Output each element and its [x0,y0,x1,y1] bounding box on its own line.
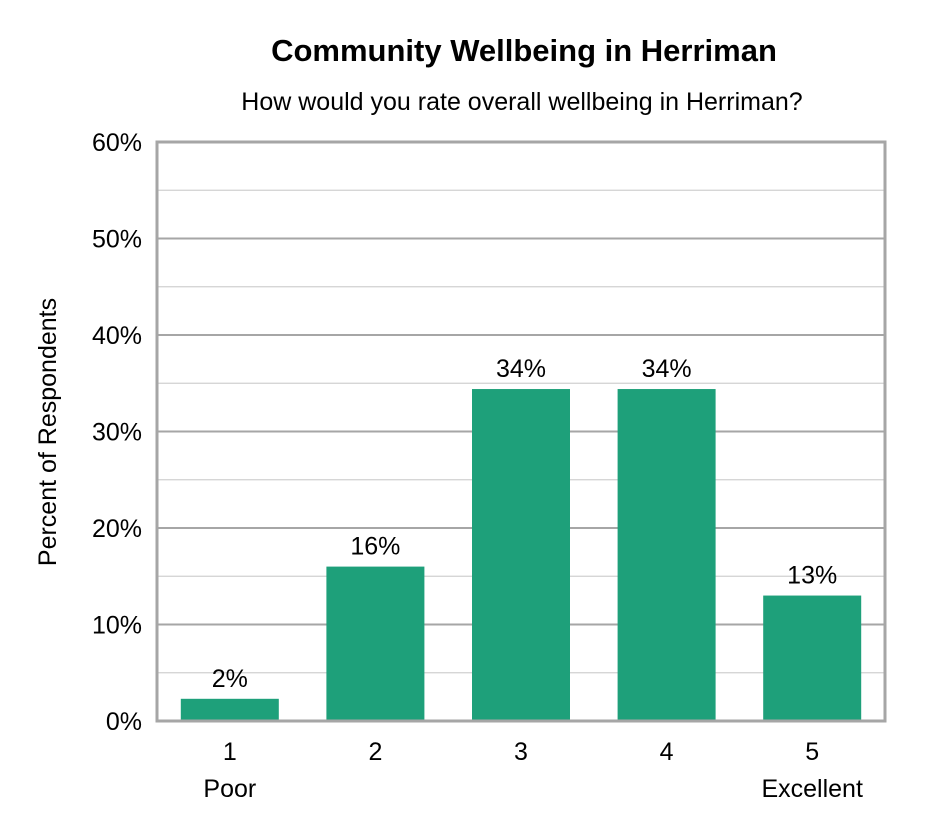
x-tick-label: 4 [660,738,674,766]
bar-1 [180,698,279,721]
chart-title: Community Wellbeing in Herriman [271,33,777,68]
y-tick-label: 40% [92,322,142,350]
chart-subtitle: How would you rate overall wellbeing in … [241,88,802,116]
y-tick-label: 0% [106,708,142,736]
x-tick-label: 1 [223,738,237,766]
x-tick-label: 5 [805,738,819,766]
data-label: 2% [212,665,248,693]
data-label: 13% [787,562,837,590]
bars [180,389,862,721]
y-tick-label: 10% [92,612,142,640]
y-tick-label: 60% [92,129,142,157]
bar-3 [472,389,570,721]
data-label: 16% [350,533,400,561]
y-tick-label: 20% [92,515,142,543]
y-tick-label: 30% [92,419,142,447]
plot-area-border [155,140,887,723]
y-tick-label: 50% [92,226,142,254]
data-label: 34% [496,355,546,383]
x-tick-label: 2 [368,738,382,766]
data-label: 34% [642,355,692,383]
data-labels: 2% 16% 34% 34% 13% [212,355,837,693]
x-tick-label: 3 [514,738,528,766]
y-axis-label: Percent of Respondents [34,298,62,566]
bar-4 [617,389,716,721]
y-tick-labels: 0% 10% 20% 30% 40% 50% 60% [92,129,142,736]
bar-2 [326,566,425,721]
bar-5 [763,595,862,721]
x-tick-sublabel: Excellent [761,775,862,803]
x-tick-sublabel: Poor [203,775,256,803]
x-tick-labels: 1 Poor 2 3 4 5 Excellent [203,738,863,803]
